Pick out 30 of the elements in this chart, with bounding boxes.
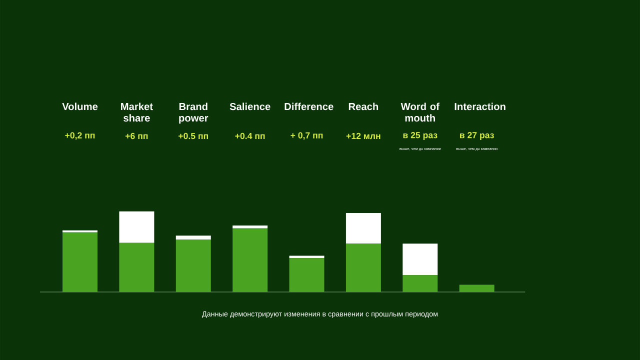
bar — [402, 275, 438, 292]
x-tick-label: Brand power — [179, 102, 208, 124]
bar — [62, 232, 98, 292]
x-tick-label: Salience — [230, 102, 270, 110]
bar — [232, 226, 268, 228]
bar — [459, 284, 494, 292]
text: +6 пп — [126, 132, 148, 140]
text: в 27 раз — [460, 132, 494, 140]
x-tick-label: Interaction — [454, 102, 506, 110]
x-tick-label: Difference — [284, 102, 334, 110]
text: в 25 раз — [403, 132, 438, 140]
bar — [289, 258, 324, 292]
bar — [346, 213, 381, 244]
text: +0,2 пп — [65, 132, 95, 140]
x-tick-label: Word of mouth — [400, 102, 440, 122]
bar — [402, 244, 438, 276]
bar — [346, 244, 381, 292]
text: + 0,7 пп — [290, 132, 323, 140]
x-tick-label: Volume — [62, 102, 98, 110]
bar — [119, 211, 154, 243]
text: +0.5 пп — [178, 132, 208, 140]
bar — [176, 240, 211, 292]
bar — [232, 228, 268, 292]
x-tick-label: Reach — [348, 102, 378, 110]
bar — [289, 256, 324, 258]
text: +0.4 пп — [235, 132, 265, 140]
bar — [176, 236, 211, 240]
text: +12 млн — [346, 132, 380, 140]
x-tick-label: Market share — [121, 102, 153, 122]
bar — [119, 242, 154, 292]
